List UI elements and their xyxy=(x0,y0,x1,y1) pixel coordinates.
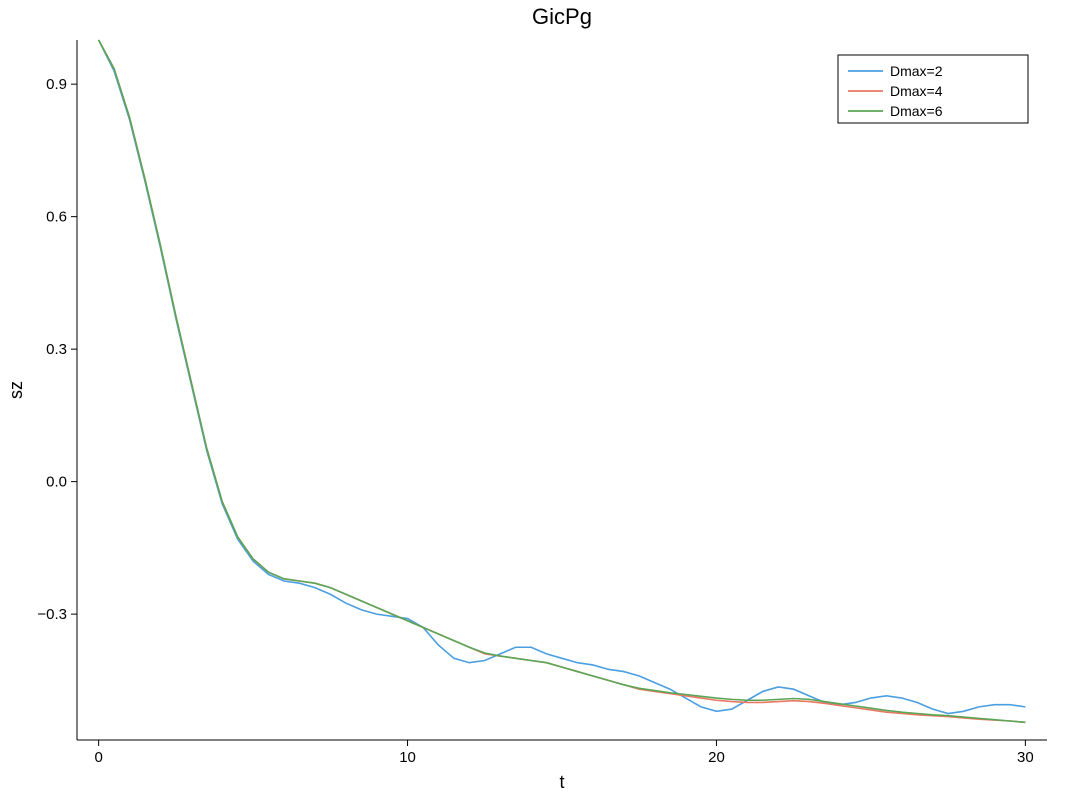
legend: Dmax=2 Dmax=4 Dmax=6 xyxy=(838,55,1028,123)
chart-container: GicPg −0.3 0.0 0.3 0.6 0.9 0 10 20 30 t sz Dmax… xyxy=(0,0,1067,800)
y-axis-label: sz xyxy=(6,381,26,399)
legend-label: Dmax=2 xyxy=(890,63,943,79)
chart-title: GicPg xyxy=(532,4,592,29)
y-tick-label: 0.0 xyxy=(46,474,67,491)
series-group xyxy=(99,40,1026,722)
line-chart: GicPg −0.3 0.0 0.3 0.6 0.9 0 10 20 30 t sz Dmax… xyxy=(0,0,1067,800)
x-tick-label: 30 xyxy=(1017,749,1034,766)
legend-label: Dmax=6 xyxy=(890,103,943,119)
y-axis: −0.3 0.0 0.3 0.6 0.9 xyxy=(37,40,77,740)
y-tick-label: 0.6 xyxy=(46,209,67,226)
x-axis-label: t xyxy=(559,772,564,792)
legend-label: Dmax=4 xyxy=(890,83,943,99)
y-tick-label: −0.3 xyxy=(37,606,67,623)
x-tick-label: 0 xyxy=(94,749,102,766)
y-tick-label: 0.3 xyxy=(46,341,67,358)
series-Dmax=4 xyxy=(99,40,1026,722)
y-tick-label: 0.9 xyxy=(46,76,67,93)
x-axis: 0 10 20 30 xyxy=(77,740,1047,766)
x-tick-label: 10 xyxy=(399,749,416,766)
series-Dmax=6 xyxy=(99,40,1026,722)
x-tick-label: 20 xyxy=(708,749,725,766)
series-Dmax=2 xyxy=(99,40,1026,714)
